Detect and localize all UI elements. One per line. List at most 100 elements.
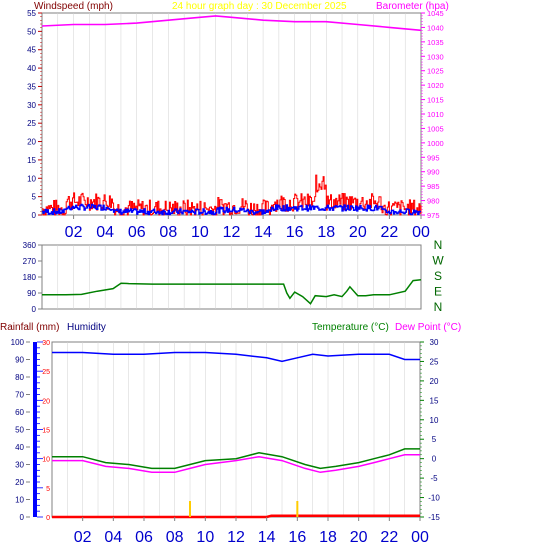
panel2-left-tick-label: 90 bbox=[27, 289, 36, 298]
panel3-x-tick-label: 18 bbox=[319, 529, 337, 546]
wind-direction-line bbox=[42, 278, 422, 305]
panel1-x-tick-label: 16 bbox=[286, 224, 304, 241]
panel1-x-tick-label: 20 bbox=[349, 224, 367, 241]
panel3-x-tick-label: 06 bbox=[135, 529, 153, 546]
panel3-x-tick-label: 12 bbox=[227, 529, 245, 546]
panel1-left-tick-label: 40 bbox=[27, 64, 36, 73]
panel1-right-tick-label: 1010 bbox=[427, 110, 444, 119]
panel1-left-axis-title: Windspeed (mph) bbox=[34, 1, 113, 12]
panel2-left-tick-label: 360 bbox=[23, 241, 37, 250]
panel1-left-tick-label: 10 bbox=[27, 174, 36, 183]
panel1-x-tick-label: 10 bbox=[191, 224, 209, 241]
panel1-right-tick-label: 980 bbox=[427, 197, 440, 206]
panel2-left-tick-label: 0 bbox=[32, 305, 37, 314]
panel3-rain-tick-label: 25 bbox=[42, 369, 50, 376]
panel3-humidity-axis-title: Humidity bbox=[67, 322, 106, 333]
panel3-humidity-tick-label: 10 bbox=[15, 496, 24, 505]
panel1-x-tick-label: 04 bbox=[96, 224, 114, 241]
panel1-x-tick-label: 18 bbox=[317, 224, 335, 241]
panel3-humidity-tick-label: 80 bbox=[15, 373, 24, 382]
panel3-temp-tick-label: 5 bbox=[432, 435, 437, 444]
panel1-x-tick-label: 12 bbox=[223, 224, 241, 241]
panel3-temp-tick-label: -5 bbox=[430, 474, 438, 483]
panel1-right-tick-label: 1015 bbox=[427, 96, 444, 105]
panel3-rain-tick-label: 0 bbox=[46, 515, 50, 522]
panel1-left-tick-label: 55 bbox=[27, 9, 36, 18]
panel1-right-tick-label: 1020 bbox=[427, 81, 444, 90]
panel2-compass-label: N bbox=[434, 300, 443, 314]
panel1-left-tick-label: 35 bbox=[27, 82, 36, 91]
panel3-humidity-tick-label: 50 bbox=[15, 426, 24, 435]
panel1-right-tick-label: 990 bbox=[427, 168, 440, 177]
panel3-temp-tick-label: 10 bbox=[430, 416, 439, 425]
panel3-temp-axis-title: Temperature (°C) bbox=[312, 322, 389, 333]
wind-average-line bbox=[42, 203, 421, 216]
panel3-temp-tick-label: -10 bbox=[428, 494, 440, 503]
panel1-left-tick-label: 45 bbox=[27, 46, 36, 55]
panel3-rain-axis-title: Rainfall (mm) bbox=[0, 322, 59, 333]
panel3-x-tick-label: 20 bbox=[350, 529, 368, 546]
panel1-right-tick-label: 1045 bbox=[427, 9, 444, 18]
panel3-humidity-tick-label: 20 bbox=[15, 478, 24, 487]
panel1-left-tick-label: 50 bbox=[27, 27, 36, 36]
panel1-right-tick-label: 1000 bbox=[427, 139, 444, 148]
panel2-compass-label: W bbox=[432, 254, 444, 268]
panel3-humidity-tick-label: 90 bbox=[15, 356, 24, 365]
panel1-right-axis-title: Barometer (hpa) bbox=[376, 1, 449, 12]
panel3-x-tick-label: 10 bbox=[196, 529, 214, 546]
panel1-right-tick-label: 1025 bbox=[427, 67, 444, 76]
panel3-rain-tick-label: 15 bbox=[42, 428, 50, 435]
panel3-x-tick-label: 08 bbox=[166, 529, 184, 546]
panel3-x-tick-label: 00 bbox=[411, 529, 429, 546]
panel3-temp-tick-label: 25 bbox=[430, 357, 439, 366]
panel3-rain-tick-label: 5 bbox=[46, 486, 50, 493]
panel3-humidity-tick-label: 30 bbox=[15, 461, 24, 470]
panel3-rain-tick-label: 10 bbox=[42, 457, 50, 464]
panel3-rain-scale-bar bbox=[33, 342, 37, 517]
panel3-humidity-tick-label: 40 bbox=[15, 443, 24, 452]
panel1-right-tick-label: 1035 bbox=[427, 38, 444, 47]
panel3-x-tick-label: 22 bbox=[380, 529, 398, 546]
panel1-right-tick-label: 1040 bbox=[427, 23, 444, 32]
panel3-x-tick-label: 04 bbox=[104, 529, 122, 546]
panel3-temp-tick-label: 15 bbox=[430, 396, 439, 405]
panel1-left-tick-label: 25 bbox=[27, 119, 36, 128]
panel3-x-tick-label: 16 bbox=[288, 529, 306, 546]
panel1-right-tick-label: 975 bbox=[427, 211, 440, 220]
panel1-x-tick-label: 08 bbox=[159, 224, 177, 241]
panel1-x-tick-label: 06 bbox=[128, 224, 146, 241]
panel1-chart-title: 24 hour graph day : 30 December 2025 bbox=[172, 1, 347, 12]
panel3-temp-tick-label: 20 bbox=[430, 377, 439, 386]
panel1-left-tick-label: 30 bbox=[27, 101, 36, 110]
panel1-right-tick-label: 985 bbox=[427, 182, 440, 191]
temperature-line bbox=[52, 448, 420, 470]
panel3-humidity-tick-label: 100 bbox=[11, 338, 25, 347]
barometer-line bbox=[41, 15, 422, 32]
panel1-right-tick-label: 1005 bbox=[427, 124, 444, 133]
panel1-right-tick-label: 1030 bbox=[427, 52, 444, 61]
panel2-compass-label: S bbox=[434, 269, 442, 283]
panel1-x-tick-label: 22 bbox=[381, 224, 399, 241]
panel3-rain-tick-label: 30 bbox=[42, 340, 50, 347]
panel2-compass-label: E bbox=[434, 285, 442, 299]
dewpoint-line bbox=[52, 454, 420, 474]
panel1-x-tick-label: 14 bbox=[254, 224, 272, 241]
panel3-rain-tick-label: 20 bbox=[42, 398, 50, 405]
panel1-left-tick-label: 15 bbox=[27, 156, 36, 165]
rainfall-line bbox=[52, 514, 420, 519]
panel1-left-tick-label: 20 bbox=[27, 138, 36, 147]
panel3-humidity-tick-label: 0 bbox=[20, 513, 25, 522]
panel3-humidity-tick-label: 60 bbox=[15, 408, 24, 417]
panel1-right-tick-label: 995 bbox=[427, 153, 440, 162]
panel3-dewpoint-title: Dew Point (°C) bbox=[395, 322, 461, 333]
panel3-humidity-tick-label: 70 bbox=[15, 391, 24, 400]
humidity-line bbox=[52, 351, 420, 363]
panel3-temp-tick-label: 0 bbox=[432, 455, 437, 464]
panel1-left-tick-label: 0 bbox=[32, 211, 37, 220]
panel3-temp-tick-label: 30 bbox=[430, 338, 439, 347]
panel1-left-tick-label: 5 bbox=[32, 193, 37, 202]
panel2-compass-label: N bbox=[434, 238, 443, 252]
panel2-left-tick-label: 180 bbox=[23, 273, 37, 282]
